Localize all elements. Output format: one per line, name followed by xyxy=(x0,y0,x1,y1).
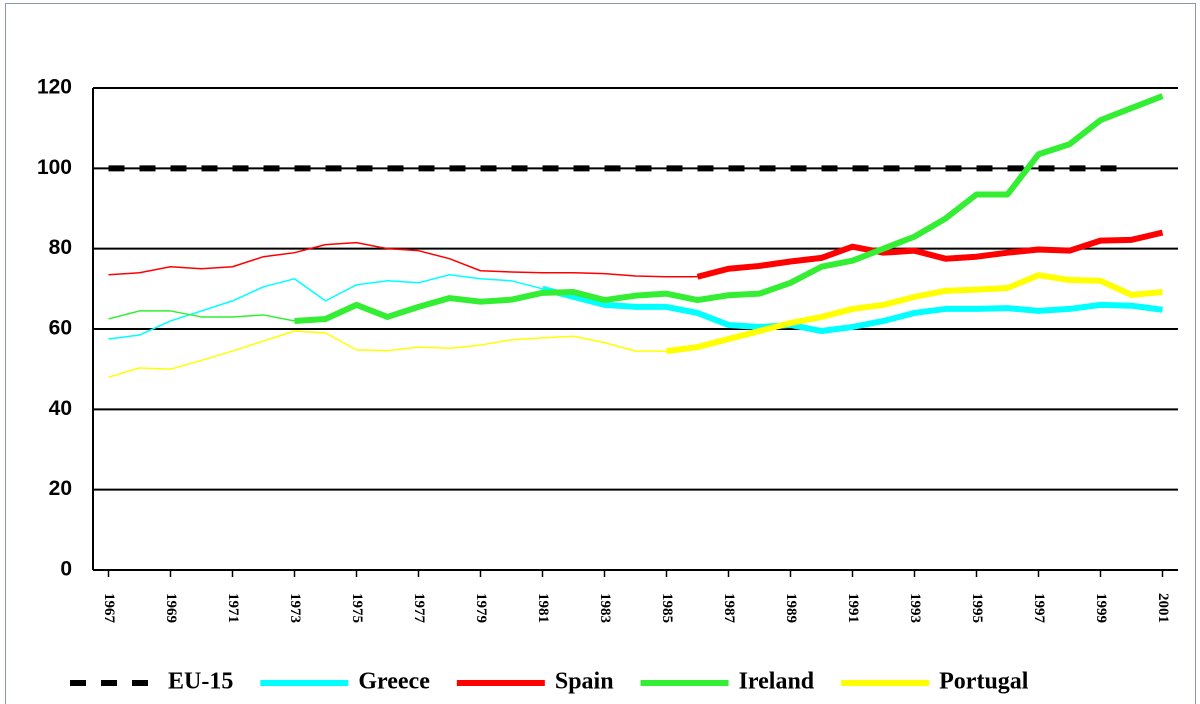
y-tick-label: 0 xyxy=(60,558,72,581)
x-tick-label: 1987 xyxy=(721,593,737,624)
x-tick-label: 1981 xyxy=(535,593,551,623)
x-tick-label: 1973 xyxy=(287,593,303,623)
frame xyxy=(5,3,1196,704)
x-tick-label: 1999 xyxy=(1093,593,1109,623)
x-tick-label: 1989 xyxy=(783,593,799,623)
legend-label: EU-15 xyxy=(168,669,233,695)
x-tick-label: 2001 xyxy=(1155,593,1171,623)
series-line xyxy=(294,93,1164,324)
y-tick-label: 100 xyxy=(37,156,72,179)
legend-label: Spain xyxy=(555,669,614,695)
series-line xyxy=(108,310,295,322)
legend-label: Ireland xyxy=(739,669,815,695)
x-tick-label: 1975 xyxy=(349,593,365,623)
x-tick-label: 1967 xyxy=(101,593,117,624)
x-tick-label: 1997 xyxy=(1031,593,1047,624)
y-tick-label: 40 xyxy=(49,397,72,420)
series-line xyxy=(541,285,1163,335)
y-tick-label: 60 xyxy=(49,317,72,340)
series-line xyxy=(108,274,543,340)
y-tick-label: 120 xyxy=(37,76,72,99)
x-tick-label: 1969 xyxy=(163,593,179,623)
series-line xyxy=(666,272,1163,355)
x-tick-label: 1983 xyxy=(597,593,613,623)
x-tick-label: 1995 xyxy=(969,593,985,623)
legend-label: Portugal xyxy=(939,669,1029,695)
series-line xyxy=(108,241,698,278)
x-tick-label: 1991 xyxy=(845,593,861,623)
y-tick-label: 80 xyxy=(49,236,72,259)
x-tick-label: 1979 xyxy=(473,593,489,623)
series-line xyxy=(696,229,1164,280)
x-tick-label: 1977 xyxy=(411,593,427,624)
x-tick-label: 1971 xyxy=(225,593,241,623)
y-tick-label: 20 xyxy=(49,477,72,500)
x-tick-label: 1985 xyxy=(659,593,675,623)
series-line xyxy=(108,330,667,378)
legend-label: Greece xyxy=(358,669,430,695)
x-tick-label: 1993 xyxy=(907,593,923,623)
